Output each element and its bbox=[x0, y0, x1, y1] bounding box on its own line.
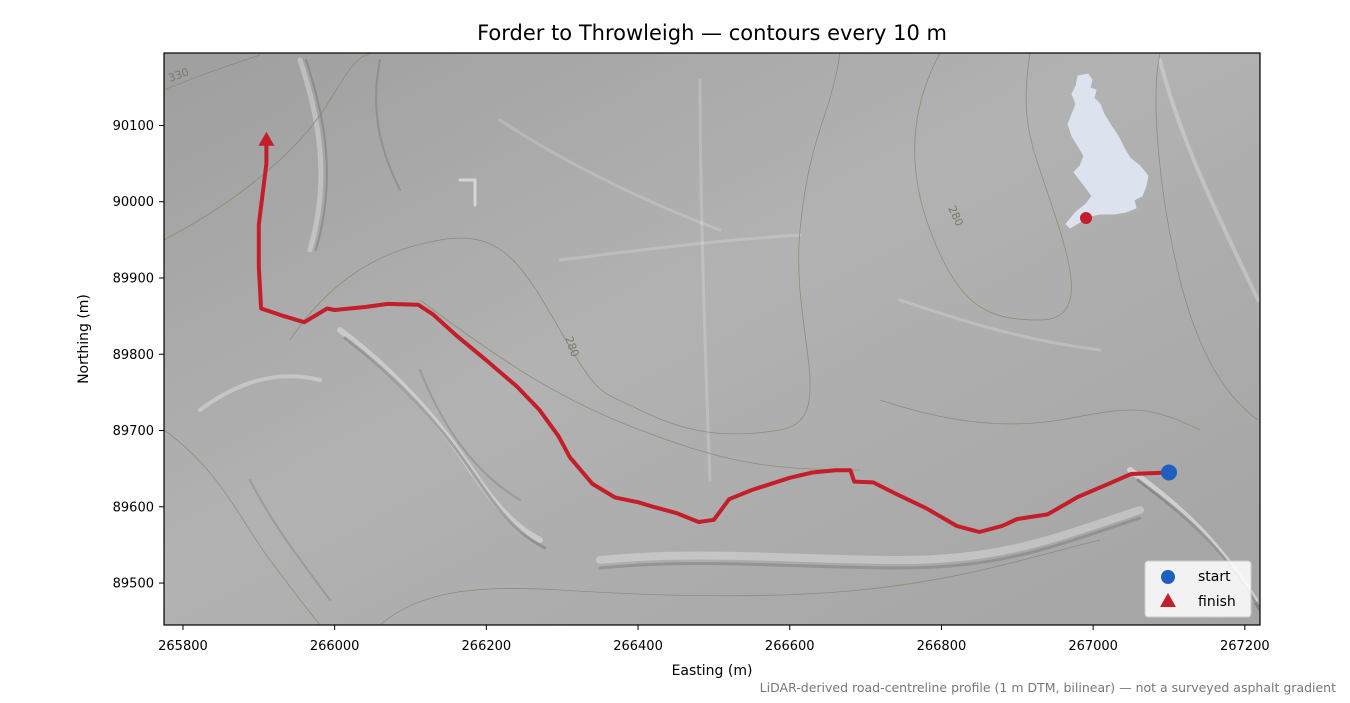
plot-frame bbox=[163, 52, 1261, 626]
uk-inset-location-marker bbox=[1080, 212, 1092, 224]
y-tick-label: 90100 bbox=[113, 119, 154, 134]
map-title: Forder to Throwleigh — contours every 10… bbox=[477, 21, 947, 45]
y-tick-label: 89900 bbox=[113, 271, 154, 286]
x-tick-label: 265800 bbox=[158, 639, 208, 654]
x-axis-label: Easting (m) bbox=[672, 663, 753, 679]
y-axis-label: Northing (m) bbox=[76, 294, 92, 384]
legend: start finish bbox=[1144, 560, 1252, 618]
x-tick-label: 267000 bbox=[1068, 639, 1118, 654]
route-layer bbox=[256, 131, 1177, 534]
uk-inset-map bbox=[1065, 73, 1149, 229]
legend-start-label: start bbox=[1198, 569, 1231, 585]
footnote: LiDAR-derived road-centreline profile (1… bbox=[760, 680, 1336, 695]
route-line bbox=[256, 138, 1171, 534]
map-plot-area: 330 280 280 bbox=[164, 53, 1260, 625]
x-tick-label: 266200 bbox=[462, 639, 512, 654]
hillshade-relief bbox=[198, 57, 1260, 612]
legend-finish-marker bbox=[1160, 593, 1176, 607]
uk-outline-icon bbox=[1065, 73, 1149, 229]
finish-marker bbox=[258, 131, 275, 146]
contour-lines bbox=[164, 53, 1259, 625]
x-tick-label: 266000 bbox=[310, 639, 360, 654]
x-tick-label: 267200 bbox=[1220, 639, 1270, 654]
legend-start-marker bbox=[1161, 570, 1175, 584]
y-tick-label: 89700 bbox=[113, 424, 154, 439]
y-tick-label: 90000 bbox=[113, 195, 154, 210]
legend-finish-label: finish bbox=[1198, 594, 1236, 610]
y-tick-label: 89800 bbox=[113, 348, 154, 363]
x-tick-label: 266600 bbox=[765, 639, 815, 654]
start-marker bbox=[1160, 464, 1177, 481]
hillshade-background bbox=[164, 53, 1260, 625]
x-axis-ticks: 265800 266000 266200 266400 266600 266800 2670… bbox=[158, 625, 1270, 654]
x-tick-label: 266800 bbox=[917, 639, 967, 654]
x-tick-label: 266400 bbox=[613, 639, 663, 654]
y-axis-ticks: 89500 89600 89700 89800 89900 90000 90100 bbox=[113, 119, 164, 592]
y-tick-label: 89500 bbox=[113, 577, 154, 592]
y-tick-label: 89600 bbox=[113, 500, 154, 515]
